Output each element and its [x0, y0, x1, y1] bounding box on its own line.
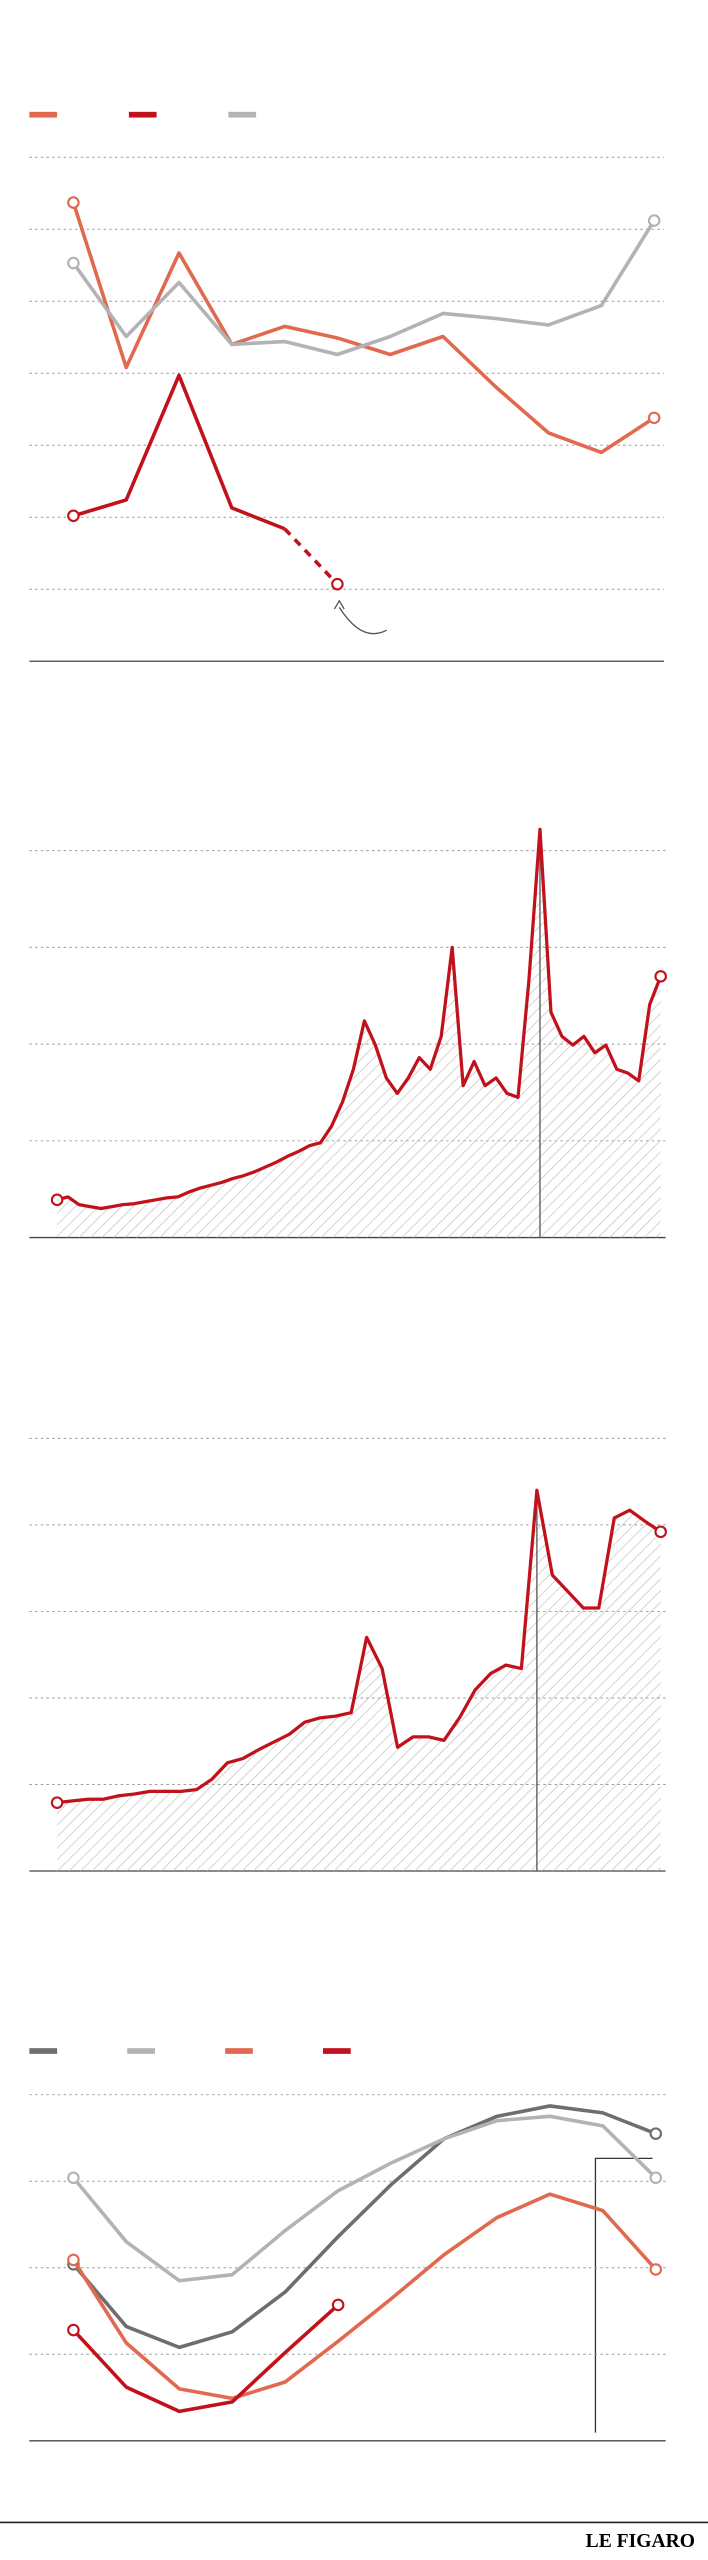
bracket	[594, 2157, 653, 2433]
end-marker	[67, 2323, 80, 2337]
series-line	[71, 219, 656, 357]
area-line	[56, 827, 663, 1211]
legend-swatch	[128, 111, 157, 118]
series-line	[72, 373, 286, 531]
legend-swatch	[225, 2048, 253, 2054]
arrow-head	[333, 599, 345, 610]
end-marker	[649, 2171, 663, 2185]
area-fill	[57, 829, 661, 1238]
series-line	[72, 2104, 657, 2350]
end-marker	[67, 196, 80, 209]
legend-swatch	[323, 2048, 351, 2054]
legend-swatch	[29, 2048, 58, 2054]
series-line	[71, 2192, 658, 2401]
end-marker	[654, 970, 667, 983]
series-dashed	[283, 527, 339, 586]
end-marker	[67, 2171, 80, 2185]
end-marker	[67, 256, 80, 270]
end-marker	[654, 1525, 667, 1539]
legend-swatch	[228, 111, 257, 118]
series-line	[72, 2114, 658, 2283]
legend-swatch	[127, 2048, 155, 2054]
brand: LE FIGARO	[586, 2531, 695, 2552]
end-marker	[647, 214, 661, 227]
end-marker	[67, 509, 80, 523]
annotation-arrow	[338, 606, 387, 635]
end-marker	[647, 411, 661, 425]
end-marker	[67, 2253, 80, 2267]
area-line	[56, 1488, 662, 1805]
end-marker	[50, 1193, 64, 1207]
end-marker	[331, 2298, 345, 2312]
end-marker	[50, 1796, 64, 1809]
series-line	[72, 2303, 340, 2414]
end-marker	[649, 2263, 663, 2276]
end-marker	[331, 577, 344, 591]
end-marker	[649, 2127, 663, 2140]
legend-swatch	[29, 111, 58, 118]
